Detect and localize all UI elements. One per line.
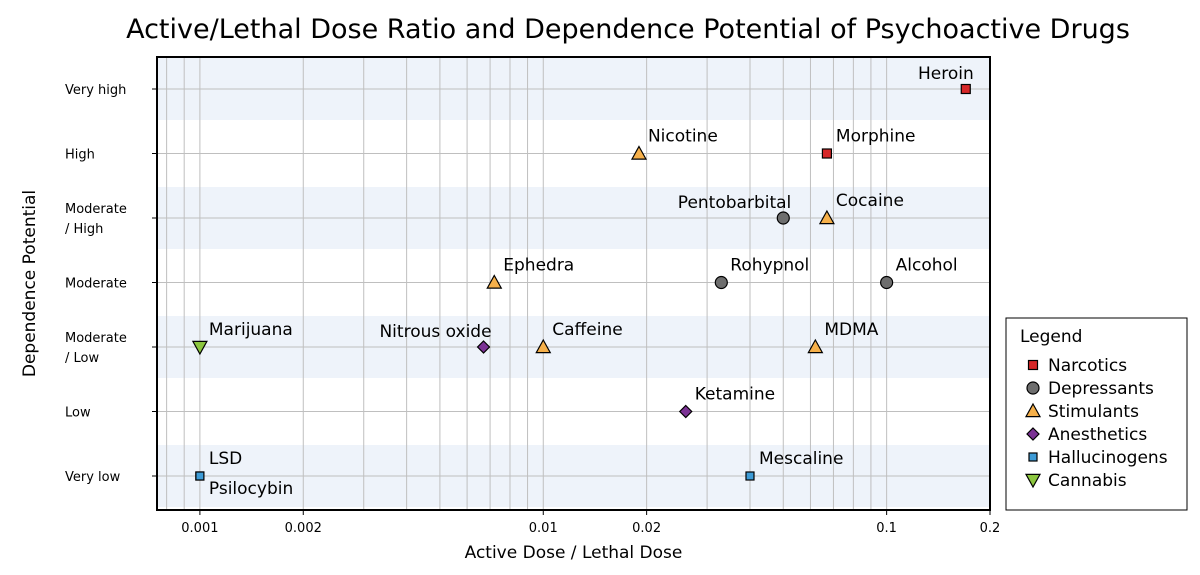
legend-entry-label: Cannabis (1048, 471, 1127, 491)
y-tick-label: Moderate (65, 277, 127, 292)
x-axis-ticks: 0.001 0.002 0.01 0.02 0.1 0.2 (181, 510, 1000, 536)
data-point-label: Psilocybin (209, 479, 293, 499)
legend-marker (1027, 359, 1039, 371)
legend-title: Legend (1020, 327, 1082, 347)
x-tick-label: 0.02 (632, 521, 661, 536)
data-point-marker (191, 340, 208, 356)
data-point-label: Pentobarbital (678, 193, 791, 213)
data-points: Heroin Morphine Nicotine Pentobarbital Cocai… (191, 64, 974, 499)
legend-entry-label: Anesthetics (1048, 425, 1147, 445)
legend-marker (1028, 452, 1038, 462)
legend-marker (1024, 473, 1042, 489)
data-point-marker (630, 145, 648, 160)
data-point-label: Ephedra (503, 256, 574, 276)
data-point-label: Ketamine (695, 385, 775, 405)
data-point-label: MDMA (824, 320, 878, 340)
x-tick-label: 0.01 (529, 521, 558, 536)
legend-marker (1026, 381, 1040, 395)
data-point-label: Mescaline (759, 449, 843, 469)
legend-entry-label: Stimulants (1048, 402, 1139, 422)
data-point-label: Nitrous oxide (379, 322, 491, 342)
grid-lines (157, 57, 991, 510)
y-tick-label: Very low (65, 470, 121, 485)
y-tick-label: Moderate (65, 331, 127, 346)
data-point-marker (776, 211, 790, 225)
data-point-marker (678, 404, 693, 419)
x-tick-label: 0.2 (980, 521, 1001, 536)
data-point-label: LSD (209, 449, 242, 469)
chart-title: Active/Lethal Dose Ratio and Dependence … (126, 14, 1130, 45)
plot-area-frame (156, 56, 991, 511)
data-point-marker (745, 471, 755, 481)
y-axis-label: Dependence Potential (20, 190, 40, 377)
data-point-label: Morphine (836, 127, 916, 147)
data-point-marker (476, 340, 491, 354)
data-point-marker (195, 471, 205, 481)
legend-marker (1024, 402, 1042, 418)
data-point-marker (535, 338, 552, 354)
legend-entry-label: Narcotics (1048, 356, 1127, 376)
data-point-marker (714, 275, 728, 290)
data-point-label: Cocaine (836, 191, 904, 211)
data-point-marker (960, 83, 971, 95)
data-point-marker (807, 338, 824, 354)
data-point-label: Heroin (918, 64, 974, 84)
legend-entry-label: Depressants (1048, 379, 1154, 399)
y-tick-label: High (65, 148, 95, 163)
data-point-label: Nicotine (648, 127, 718, 147)
data-point-marker (818, 209, 835, 225)
y-tick-label: / High (65, 222, 103, 237)
legend-entry-label: Hallucinogens (1048, 448, 1168, 468)
y-tick-label: Moderate (65, 202, 127, 217)
data-point-label: Caffeine (552, 320, 622, 340)
x-tick-label: 0.001 (181, 521, 218, 536)
data-point-label: Rohypnol (730, 256, 809, 276)
y-axis-ticks: Very high High Moderate / High Moderate Moder… (65, 83, 157, 485)
y-tick-label: Very high (65, 83, 126, 98)
x-tick-label: 0.1 (876, 521, 897, 536)
data-point-marker (880, 275, 894, 290)
x-axis-label: Active Dose / Lethal Dose (465, 543, 683, 563)
data-point-label: Alcohol (896, 256, 958, 276)
legend: Legend Narcotics Depressants Stimulants Ane… (1005, 317, 1188, 511)
x-tick-label: 0.002 (285, 521, 322, 536)
data-point-marker (486, 274, 503, 289)
y-tick-label: Low (65, 406, 91, 421)
data-point-marker (821, 148, 833, 159)
legend-entries: Narcotics Depressants Stimulants Anesthetic… (1024, 356, 1168, 491)
legend-marker (1026, 427, 1040, 441)
data-point-label: Marijuana (209, 320, 293, 340)
y-tick-label: / Low (65, 351, 99, 366)
